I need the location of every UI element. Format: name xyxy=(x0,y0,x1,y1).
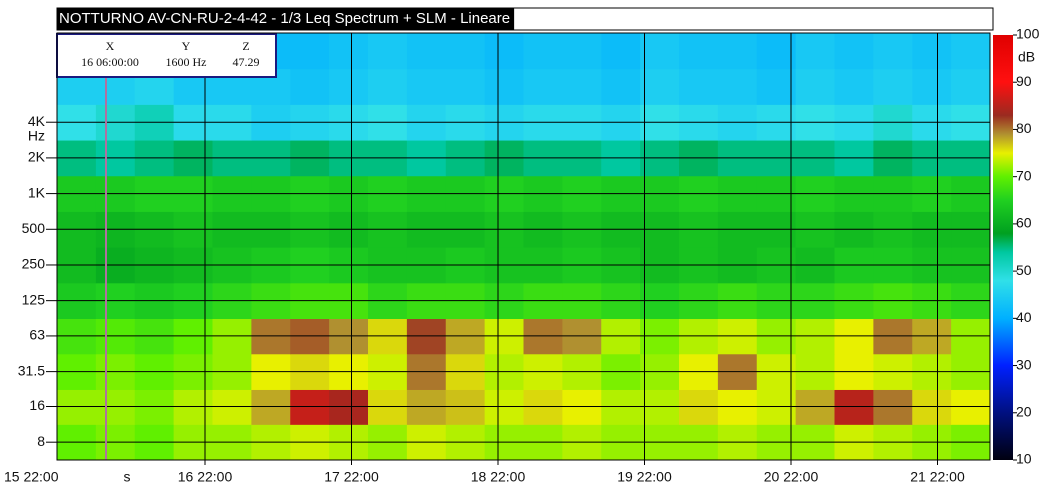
colorbar-tick-label: 80 xyxy=(1016,120,1032,136)
x-tick-label: 21 22:00 xyxy=(910,469,965,485)
y-axis-label: Hz xyxy=(28,128,45,144)
heatmap-cell xyxy=(329,33,369,70)
x-tick-label: 17 22:00 xyxy=(324,469,379,485)
heatmap-cell xyxy=(834,33,874,70)
heatmap-cell xyxy=(679,33,719,70)
heatmap-cell xyxy=(406,68,447,105)
heatmap-cell xyxy=(601,33,641,70)
heatmap-cell xyxy=(912,68,952,105)
heatmap-cell xyxy=(445,68,486,105)
colorbar-label: dB xyxy=(1018,49,1035,65)
heatmap-cell xyxy=(484,68,524,105)
cursor-z-name: Z xyxy=(242,39,249,53)
cursor-box xyxy=(56,33,277,78)
y-tick-label: 8 xyxy=(37,433,45,449)
heatmap xyxy=(57,33,991,461)
chart-title: NOTTURNO AV-CN-RU-2-4-42 - 1/3 Leq Spect… xyxy=(59,10,510,27)
colorbar-tick-label: 50 xyxy=(1016,262,1032,278)
cursor-x: 16 06:00:00 xyxy=(81,55,139,69)
y-tick-label: 125 xyxy=(22,291,46,307)
colorbar-tick-label: 100 xyxy=(1016,26,1040,42)
heatmap-cell xyxy=(290,33,330,70)
heatmap-cell xyxy=(290,68,330,105)
heatmap-cell xyxy=(523,68,563,105)
heatmap-cell xyxy=(368,33,408,70)
heatmap-cell xyxy=(873,68,913,105)
title-background xyxy=(57,8,515,30)
x-tick-label: 19 22:00 xyxy=(617,469,672,485)
cursor-x-name: X xyxy=(106,39,115,53)
colorbar-tick-label: 60 xyxy=(1016,215,1032,231)
y-tick-label: 16 xyxy=(29,397,45,413)
heatmap-cell xyxy=(601,68,641,105)
heatmap-cell xyxy=(329,68,369,105)
x-tick-label: 15 22:00 xyxy=(4,469,59,485)
heatmap-cell xyxy=(679,68,719,105)
y-tick-label: 2K xyxy=(28,149,46,165)
colorbar-tick-label: 90 xyxy=(1016,73,1032,89)
cursor-y-name: Y xyxy=(182,39,191,53)
heatmap-cell xyxy=(523,33,563,70)
heatmap-cell xyxy=(640,33,680,70)
y-tick-label: 1K xyxy=(28,184,46,200)
y-tick-label: 31.5 xyxy=(18,362,45,378)
y-tick-label: 63 xyxy=(29,327,45,343)
grid xyxy=(57,33,990,460)
cursor-z: 47.29 xyxy=(233,55,260,69)
heatmap-cell xyxy=(795,33,835,70)
heatmap-cell xyxy=(484,33,524,70)
cursor-y: 1600 Hz xyxy=(166,55,207,69)
y-tick-label: 4K xyxy=(28,113,46,129)
heatmap-cell xyxy=(717,68,758,105)
heatmap-cell xyxy=(406,33,447,70)
colorbar-tick-label: 20 xyxy=(1016,403,1032,419)
y-tick-label: 250 xyxy=(22,256,46,272)
heatmap-cell xyxy=(756,68,797,105)
x-tick-label: 20 22:00 xyxy=(764,469,819,485)
colorbar-tick-label: 40 xyxy=(1016,309,1032,325)
heatmap-cell xyxy=(795,68,835,105)
heatmap-cell xyxy=(912,33,952,70)
heatmap-cell xyxy=(834,68,874,105)
heatmap-cell xyxy=(873,33,913,70)
colorbar-tick-label: 10 xyxy=(1016,451,1032,467)
x-tick-label: 16 22:00 xyxy=(178,469,233,485)
colorbar-tick-label: 30 xyxy=(1016,356,1032,372)
plot-frame xyxy=(56,32,991,461)
heatmap-cell xyxy=(717,33,758,70)
y-tick-label: 500 xyxy=(22,220,46,236)
heatmap-cell xyxy=(562,33,602,70)
heatmap-cell xyxy=(951,68,991,105)
x-tick-label: 18 22:00 xyxy=(471,469,526,485)
heatmap-cell xyxy=(445,33,486,70)
heatmap-cell xyxy=(640,68,680,105)
x-axis-label: s xyxy=(124,469,131,485)
heatmap-cell xyxy=(368,68,408,105)
colorbar-tick-label: 70 xyxy=(1016,167,1032,183)
heatmap-cell xyxy=(562,68,602,105)
heatmap-cell xyxy=(756,33,797,70)
colorbar xyxy=(993,35,1013,460)
heatmap-cell xyxy=(951,33,991,70)
